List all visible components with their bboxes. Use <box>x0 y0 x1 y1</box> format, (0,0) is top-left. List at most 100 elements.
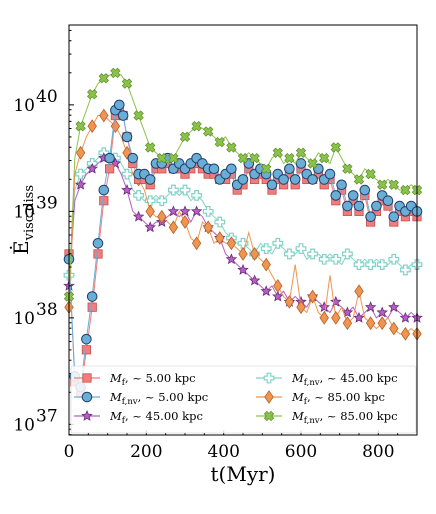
series-3 <box>63 152 423 323</box>
data-point <box>272 290 284 302</box>
data-point <box>400 326 411 341</box>
data-point <box>208 163 220 175</box>
data-point <box>260 285 272 297</box>
data-point <box>371 200 382 212</box>
legend-label: Mf,nv, ~ 5.00 kpc <box>109 390 208 407</box>
data-point <box>388 253 400 265</box>
x-tick-label: 800 <box>362 442 394 462</box>
data-point <box>203 126 214 137</box>
data-point <box>226 236 237 251</box>
data-point <box>353 259 365 271</box>
data-point <box>307 158 318 169</box>
data-point <box>261 257 271 272</box>
data-point <box>74 178 87 190</box>
x-tick-label: 400 <box>207 442 239 462</box>
x-axis-label: t(Myr) <box>211 462 276 486</box>
data-point <box>81 333 92 345</box>
y-tick-label: 10 <box>13 202 35 222</box>
data-point <box>273 278 283 293</box>
data-point <box>249 152 260 164</box>
data-point <box>307 248 318 260</box>
series-layer <box>63 67 423 398</box>
data-point <box>336 179 347 191</box>
data-point <box>98 184 110 196</box>
data-point <box>98 73 109 84</box>
data-point <box>203 220 213 235</box>
y-tick-label: 10 <box>13 96 35 116</box>
data-point <box>342 248 353 260</box>
data-point <box>145 204 155 219</box>
data-point <box>92 238 104 249</box>
data-point <box>190 205 203 217</box>
y-tick-label: 10 <box>13 415 35 435</box>
series-6 <box>63 67 423 302</box>
data-point <box>133 189 144 201</box>
data-point <box>331 310 341 325</box>
data-point <box>144 195 156 207</box>
data-point <box>214 136 225 148</box>
data-point <box>226 163 237 175</box>
data-point <box>93 249 103 259</box>
data-point <box>278 174 289 185</box>
data-point <box>179 205 191 217</box>
data-point <box>289 174 301 185</box>
data-point <box>237 174 249 185</box>
data-point <box>365 259 376 271</box>
data-point <box>261 163 272 174</box>
data-point <box>377 316 387 331</box>
data-point <box>364 301 377 313</box>
data-point <box>330 190 342 201</box>
data-point <box>365 316 376 331</box>
y-tick-exponent: 39 <box>36 193 58 213</box>
data-point <box>202 205 214 217</box>
data-point <box>388 179 399 190</box>
data-point <box>319 152 330 164</box>
y-tick-exponent: 40 <box>36 87 58 107</box>
data-point <box>342 316 353 331</box>
data-point <box>86 291 98 302</box>
data-point <box>180 215 190 229</box>
legend-entry: Mf, ~ 5.00 kpc <box>74 371 196 388</box>
data-point <box>168 152 179 164</box>
data-point <box>353 311 365 323</box>
data-point <box>117 110 129 121</box>
data-point <box>296 300 306 315</box>
data-point <box>260 243 272 255</box>
x-tick-label: 600 <box>285 442 317 462</box>
data-point <box>121 78 133 89</box>
data-point <box>191 121 202 132</box>
legend-label: Mf, ~ 5.00 kpc <box>109 371 196 388</box>
data-point <box>399 311 412 323</box>
data-point <box>86 162 98 174</box>
data-point <box>365 211 376 222</box>
data-point <box>341 306 354 318</box>
y-tick-exponent: 37 <box>36 406 58 426</box>
data-point <box>376 306 388 318</box>
x-tick-label: 0 <box>64 442 75 462</box>
data-point <box>145 142 156 153</box>
data-point <box>376 259 388 271</box>
legend-box <box>70 365 417 434</box>
data-point <box>284 248 295 260</box>
legend-marker <box>81 409 93 421</box>
y-axis-label-sub: visc,diss <box>22 185 37 241</box>
data-point <box>113 99 125 111</box>
data-point <box>132 210 145 222</box>
legend-label: Mf, ~ 45.00 kpc <box>109 409 203 426</box>
data-point <box>168 184 179 196</box>
data-point <box>167 205 180 217</box>
data-point <box>284 152 295 164</box>
data-point <box>133 110 144 121</box>
data-point <box>168 220 179 235</box>
data-point <box>215 231 225 245</box>
data-point <box>87 302 97 312</box>
data-point <box>121 184 133 195</box>
data-point <box>388 211 400 222</box>
data-point <box>353 200 365 212</box>
data-point <box>295 243 307 255</box>
data-point <box>330 142 341 153</box>
data-point <box>75 145 86 160</box>
data-point <box>400 264 411 276</box>
data-point <box>214 216 226 228</box>
y-tick-exponent: 38 <box>36 300 58 320</box>
